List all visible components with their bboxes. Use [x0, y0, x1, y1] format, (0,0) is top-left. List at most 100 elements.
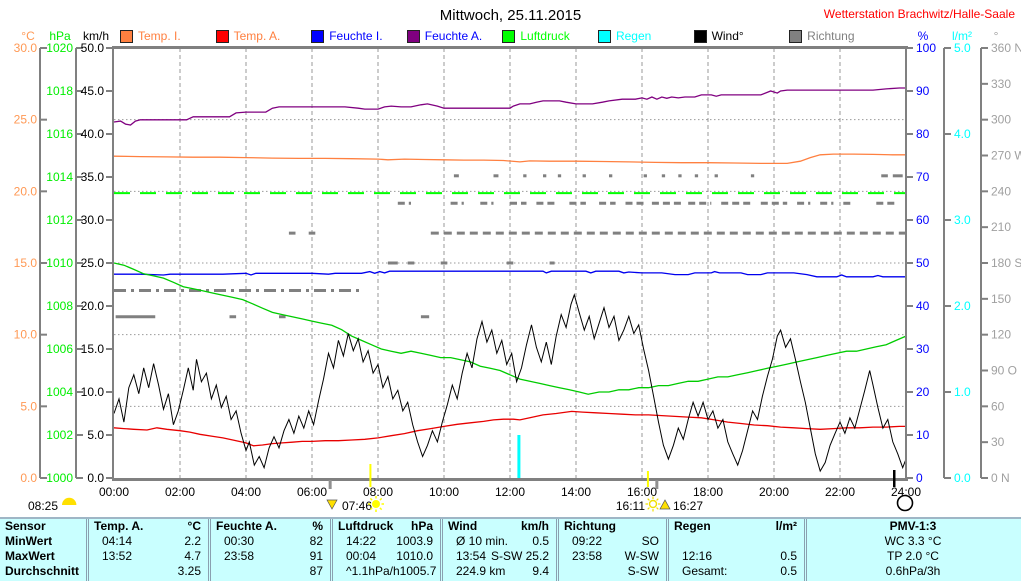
- table-row: 00:04 1010.0: [333, 549, 440, 564]
- axis-tick-label: 45.0: [81, 84, 105, 98]
- axis-tick-label: 5.0: [954, 41, 971, 55]
- column-wind: Wind km/h Ø 10 min. 0.5 13:54 S-SW 25.2 224.9 …: [440, 519, 556, 581]
- column-temp-a: Temp. A. °C 04:14 2.2 13:52 4.7 3.25: [86, 519, 208, 581]
- legend-label: Temp. A.: [233, 29, 281, 43]
- table-row: 13:54 S-SW 25.2: [443, 549, 556, 564]
- column-header: Richtung: [564, 519, 616, 533]
- axis-tick-label: 15.0: [81, 342, 105, 356]
- table-row: Regen l/m²: [669, 519, 804, 534]
- axis-km-h: 0.0 5.0 10.0 15.0 20.0 25.0 30.0 35.0 40.0 45.0 50…: [81, 41, 113, 485]
- feuchte-a-swatch-icon: [406, 29, 420, 43]
- column-unit: %: [312, 519, 323, 533]
- legend-label: Temp. I.: [138, 29, 181, 43]
- axis-tick-label: 25.0: [81, 256, 105, 270]
- series-wind: [113, 293, 907, 473]
- column-unit: hPa: [410, 519, 433, 533]
- sun-ray: [647, 507, 650, 510]
- sunset-time: 16:11: [616, 499, 645, 513]
- luftdruck-swatch-icon: [502, 29, 516, 43]
- cell-time: 23:58: [572, 549, 603, 563]
- table-row: 14:22 1003.9: [333, 534, 440, 549]
- end-tick: [893, 470, 896, 487]
- axis-tick-label: 0.0: [20, 471, 37, 485]
- axis-tick-label: 1000: [46, 471, 73, 485]
- sun-ray: [379, 507, 383, 511]
- axis-tick-label: 5.0: [20, 399, 37, 413]
- axis-tick-label: 4.0: [954, 127, 971, 141]
- sun-disc: [372, 500, 380, 508]
- axis-tick-label: 40.0: [81, 127, 105, 141]
- column-unit: °C: [187, 519, 201, 533]
- axis-tick-label: 1006: [46, 342, 73, 356]
- legend-label: Luftdruck: [520, 29, 570, 43]
- table-row: Feuchte A.%: [211, 519, 330, 534]
- cell-time: 13:54: [456, 549, 487, 563]
- axis-: 0 10 20 30 40 50 60 70 80 90 100: [906, 41, 936, 485]
- cell-time: 04:14: [102, 534, 133, 548]
- cell-time: 00:30: [224, 534, 255, 548]
- cell-time: 23:58: [224, 549, 255, 563]
- x-tick-label: 12:00: [495, 485, 525, 499]
- axis-tick-label: 25.0: [14, 113, 38, 127]
- axis-tick-label: 50: [916, 256, 930, 270]
- cell-value: 9.4: [532, 564, 549, 578]
- axis-tick-label: 0.0: [954, 471, 971, 485]
- cell-value: 0.5: [780, 549, 797, 563]
- row-label: MinWert: [5, 534, 53, 548]
- axis-tick-label: 20.0: [14, 184, 38, 198]
- column-regen: Regen l/m² 12:16 0.5 Gesamt: 0.5: [666, 519, 804, 581]
- moon-phase-icon: [896, 494, 914, 512]
- wind-swatch-icon: [693, 29, 707, 43]
- axis-title-hpa: hPa: [49, 29, 71, 43]
- axis-title-c: °C: [21, 29, 35, 43]
- row-label: Sensor: [5, 519, 46, 533]
- cell-value: S-SW 25.2: [490, 549, 549, 563]
- x-tick-label: 08:00: [363, 485, 393, 499]
- axis-tick-label: 1020: [46, 41, 73, 55]
- pmv-line: TP 2.0 °C: [887, 549, 939, 563]
- table-row: ^1.1hPa/h 1005.7: [333, 564, 440, 579]
- column-unit: l/m²: [775, 519, 797, 533]
- feuchte-i-swatch-icon: [311, 29, 325, 43]
- x-tick-label: 22:00: [825, 485, 855, 499]
- legend-item-regen: Regen: [597, 29, 694, 43]
- table-row: Durchschnitt: [0, 564, 86, 579]
- column-luftdruck: Luftdruck hPa 14:22 1003.9 00:04 1010.0 ^1.1hP…: [330, 519, 440, 581]
- cell-value: SO: [641, 534, 659, 548]
- axis-tick-label: 1008: [46, 299, 73, 313]
- axis-tick-label: 90 O: [991, 364, 1017, 378]
- series-temp-a: [113, 410, 906, 447]
- table-row: 23:58 W-SW: [559, 549, 666, 564]
- x-tick-label: 02:00: [165, 485, 195, 499]
- axis-tick-label: 180 S: [991, 256, 1021, 270]
- sun-ray: [647, 498, 650, 501]
- table-row: Luftdruck hPa: [333, 519, 440, 534]
- axis-: 0 N 30 60 90 O 120 150 180 S 210 240 270 W 300 330 3…: [980, 41, 1021, 485]
- table-row: WC 3.3 °C: [807, 534, 1021, 549]
- series-luftdruck: [113, 262, 907, 395]
- weather-chart: 0.05.010.015.020.025.030.010001002100410…: [14, 29, 1021, 513]
- legend-label: Regen: [615, 29, 652, 43]
- table-row: 04:14 2.2: [89, 534, 208, 549]
- page-title: Mittwoch, 25.11.2015: [439, 7, 582, 24]
- arrow-down-icon: [326, 499, 338, 510]
- temp-i-swatch-icon: [120, 29, 133, 43]
- axis-tick-label: 10: [916, 428, 930, 442]
- legend: Temp. I. Temp. A. Feuchte I. Feuchte A. Luft…: [120, 29, 885, 43]
- axis-tick-label: 120: [991, 328, 1011, 342]
- legend-label: Richtung: [807, 29, 855, 43]
- axis-title-: °: [994, 29, 999, 43]
- table-row: PMV-1:3: [807, 519, 1021, 534]
- axis-tick-label: 360 N: [991, 41, 1021, 55]
- sun-outline-icon: [645, 496, 661, 512]
- axis-tick-label: 1016: [46, 127, 73, 141]
- sun-moon-markers: 08:25 07:46 16:11 16:27: [28, 464, 914, 513]
- cell-time: ^1.1hPa/h: [346, 564, 400, 578]
- arrow-up-icon: [659, 499, 671, 510]
- axis-c: 0.0 5.0 10.0 15.0 20.0 25.0 30.0: [14, 41, 47, 485]
- axis-tick-label: 60: [991, 399, 1005, 413]
- cell-value: S-SW: [627, 564, 659, 578]
- axis-tick-label: 0: [916, 471, 923, 485]
- axis-title-km-h: km/h: [83, 29, 109, 43]
- row-label: MaxWert: [5, 549, 55, 563]
